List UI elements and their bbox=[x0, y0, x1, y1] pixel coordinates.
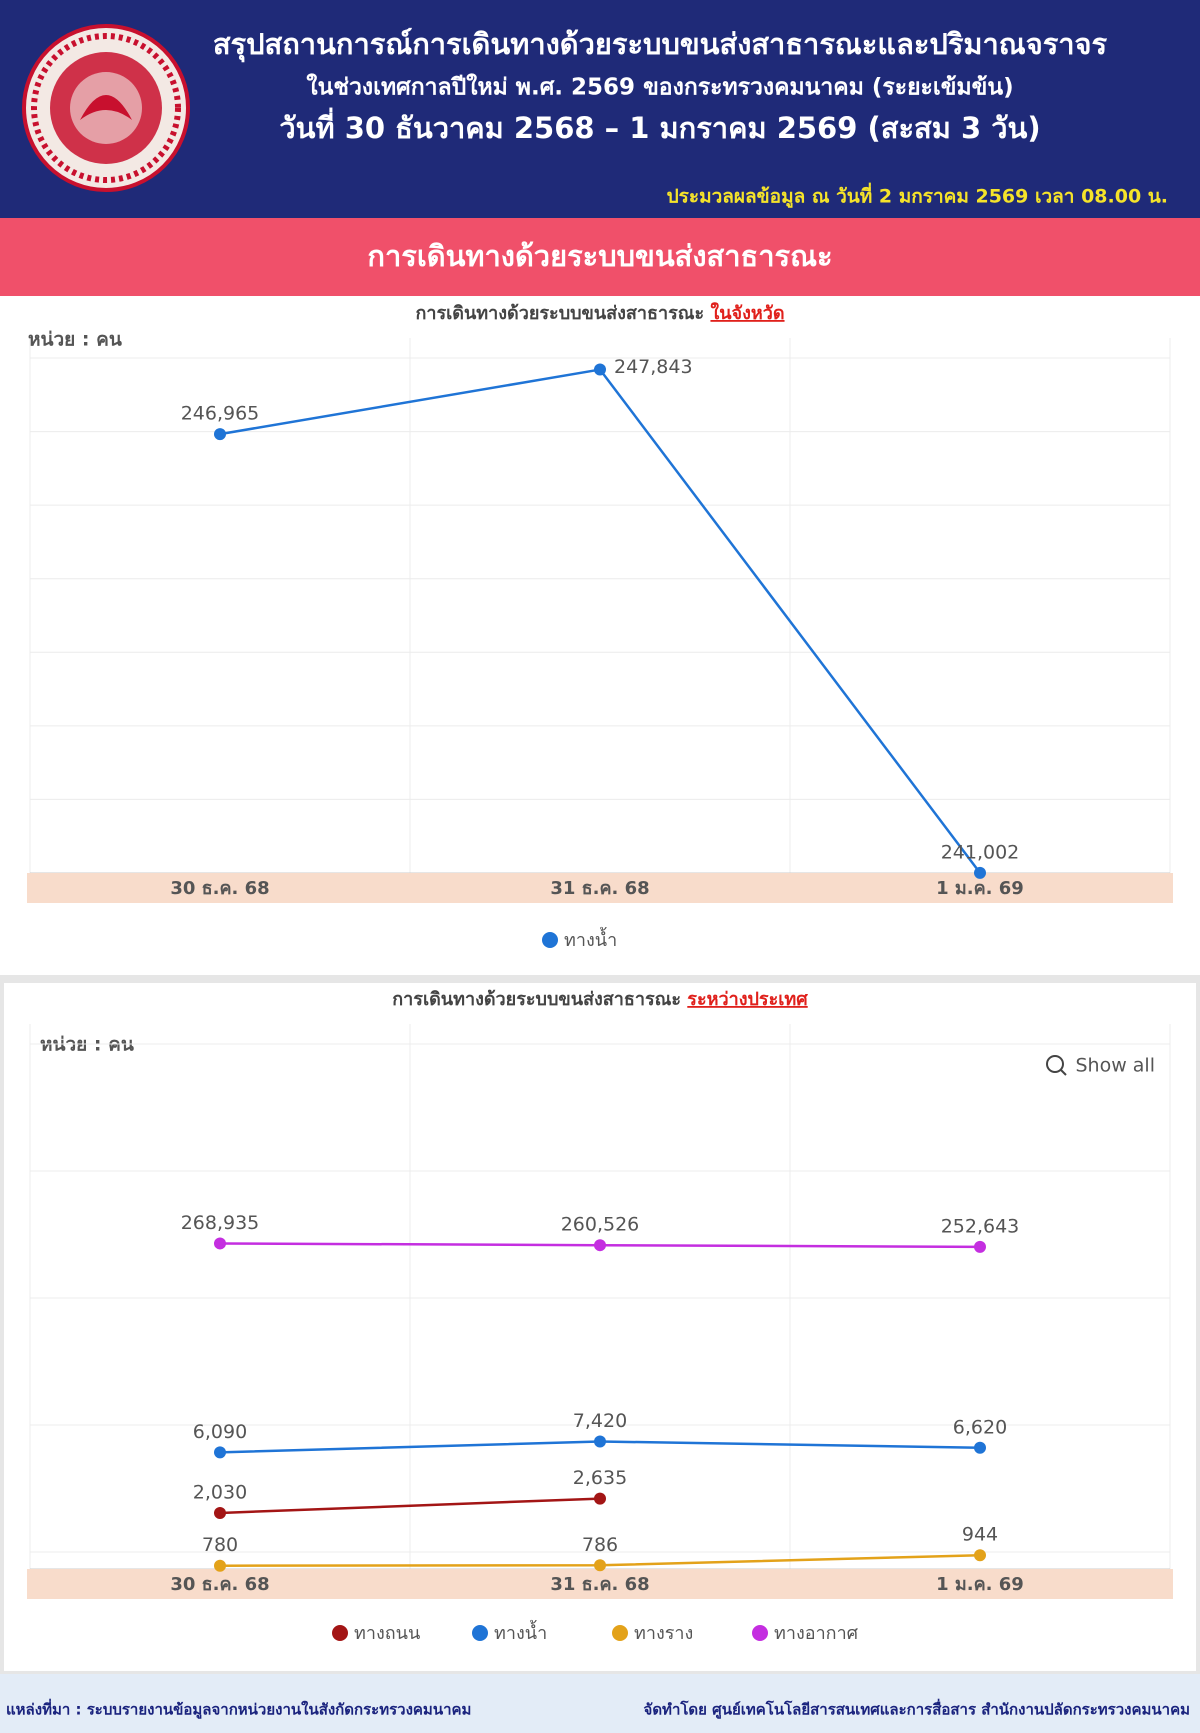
footer-band bbox=[0, 1674, 1200, 1733]
data-point bbox=[974, 1240, 986, 1253]
footer-credit: จัดทำโดย ศูนย์เทคโนโลยีสารสนเทศและการสื่… bbox=[644, 1699, 1190, 1720]
legend-marker bbox=[752, 1625, 768, 1641]
chart-panel bbox=[4, 983, 1196, 1671]
header-band bbox=[0, 0, 1200, 218]
legend-marker bbox=[472, 1625, 488, 1641]
x-tick-label: 30 ธ.ค. 68 bbox=[170, 1574, 269, 1595]
show-all-button[interactable]: Show all bbox=[1075, 1055, 1155, 1077]
data-label: 247,843 bbox=[614, 356, 693, 378]
header-subtitle: ในช่วงเทศกาลปีใหม่ พ.ศ. 2569 ของกระทรวงค… bbox=[306, 73, 1013, 101]
chart-title: การเดินทางด้วยระบบขนส่งสาธารณะ ระหว่างปร… bbox=[392, 989, 808, 1010]
section-band bbox=[0, 218, 1200, 296]
data-point bbox=[974, 1549, 986, 1562]
data-label: 6,620 bbox=[953, 1416, 1007, 1438]
data-label: 786 bbox=[582, 1534, 618, 1556]
zoom-icon bbox=[1046, 1055, 1067, 1076]
data-label: 944 bbox=[962, 1524, 998, 1546]
data-point bbox=[214, 1506, 226, 1519]
legend-label: ทางน้ำ bbox=[494, 1620, 547, 1644]
data-point bbox=[594, 1239, 606, 1252]
chart-title: การเดินทางด้วยระบบขนส่งสาธารณะ ในจังหวัด bbox=[415, 302, 784, 324]
data-point bbox=[214, 1237, 226, 1250]
data-label: 2,030 bbox=[193, 1481, 247, 1503]
data-point bbox=[594, 1492, 606, 1505]
x-tick-label: 1 ม.ค. 69 bbox=[936, 1574, 1024, 1595]
header-as-of: ประมวลผลข้อมูล ณ วันที่ 2 มกราคม 2569 เว… bbox=[667, 183, 1168, 209]
data-point bbox=[974, 866, 986, 879]
legend-label: ทางอากาศ bbox=[774, 1623, 859, 1644]
data-label: 268,935 bbox=[181, 1212, 260, 1234]
data-point bbox=[594, 1559, 606, 1572]
legend-marker bbox=[542, 932, 558, 948]
x-tick-label: 30 ธ.ค. 68 bbox=[170, 878, 269, 899]
seal bbox=[22, 24, 190, 192]
category-band bbox=[27, 1569, 1173, 1599]
legend-label: ทางถนน bbox=[354, 1623, 420, 1644]
legend-marker bbox=[332, 1625, 348, 1641]
data-label: 6,090 bbox=[193, 1421, 247, 1443]
data-label: 252,643 bbox=[941, 1215, 1020, 1237]
data-point bbox=[214, 1446, 226, 1459]
legend-label: ทางน้ำ bbox=[564, 927, 617, 951]
section-title: การเดินทางด้วยระบบขนส่งสาธารณะ bbox=[367, 239, 832, 273]
footer-source: แหล่งที่มา : ระบบรายงานข้อมูลจากหน่วยงาน… bbox=[6, 1699, 471, 1720]
data-label: 241,002 bbox=[941, 841, 1020, 863]
chart-title-main: การเดินทางด้วยระบบขนส่งสาธารณะ bbox=[415, 303, 704, 324]
zoom-icon-lens bbox=[1046, 1055, 1064, 1073]
chart-title-highlight: ระหว่างประเทศ bbox=[687, 989, 808, 1010]
x-tick-label: 31 ธ.ค. 68 bbox=[550, 1574, 649, 1595]
data-point bbox=[214, 428, 226, 441]
series-line bbox=[219, 1497, 601, 1515]
legend-marker bbox=[612, 1625, 628, 1641]
data-label: 2,635 bbox=[573, 1467, 627, 1489]
x-tick-label: 31 ธ.ค. 68 bbox=[550, 878, 649, 899]
legend-label: ทางราง bbox=[634, 1623, 693, 1644]
header-title: สรุปสถานการณ์การเดินทางด้วยระบบขนส่งสาธา… bbox=[213, 27, 1108, 62]
data-label: 260,526 bbox=[561, 1214, 640, 1236]
chart-title-highlight: ในจังหวัด bbox=[710, 302, 784, 324]
zoom-icon-handle bbox=[1060, 1069, 1067, 1076]
data-label: 246,965 bbox=[181, 403, 260, 425]
unit-label: หน่วย : คน bbox=[28, 329, 122, 351]
data-point bbox=[214, 1559, 226, 1572]
data-label: 7,420 bbox=[573, 1410, 627, 1432]
header-date-range: วันที่ 30 ธันวาคม 2568 – 1 มกราคม 2569 (… bbox=[279, 107, 1040, 145]
data-point bbox=[594, 363, 606, 376]
chart-title-main: การเดินทางด้วยระบบขนส่งสาธารณะ bbox=[392, 989, 681, 1010]
chart-panel bbox=[0, 296, 1200, 975]
data-point bbox=[594, 1435, 606, 1448]
data-point bbox=[974, 1441, 986, 1454]
x-tick-label: 1 ม.ค. 69 bbox=[936, 878, 1024, 899]
data-label: 780 bbox=[202, 1534, 238, 1556]
